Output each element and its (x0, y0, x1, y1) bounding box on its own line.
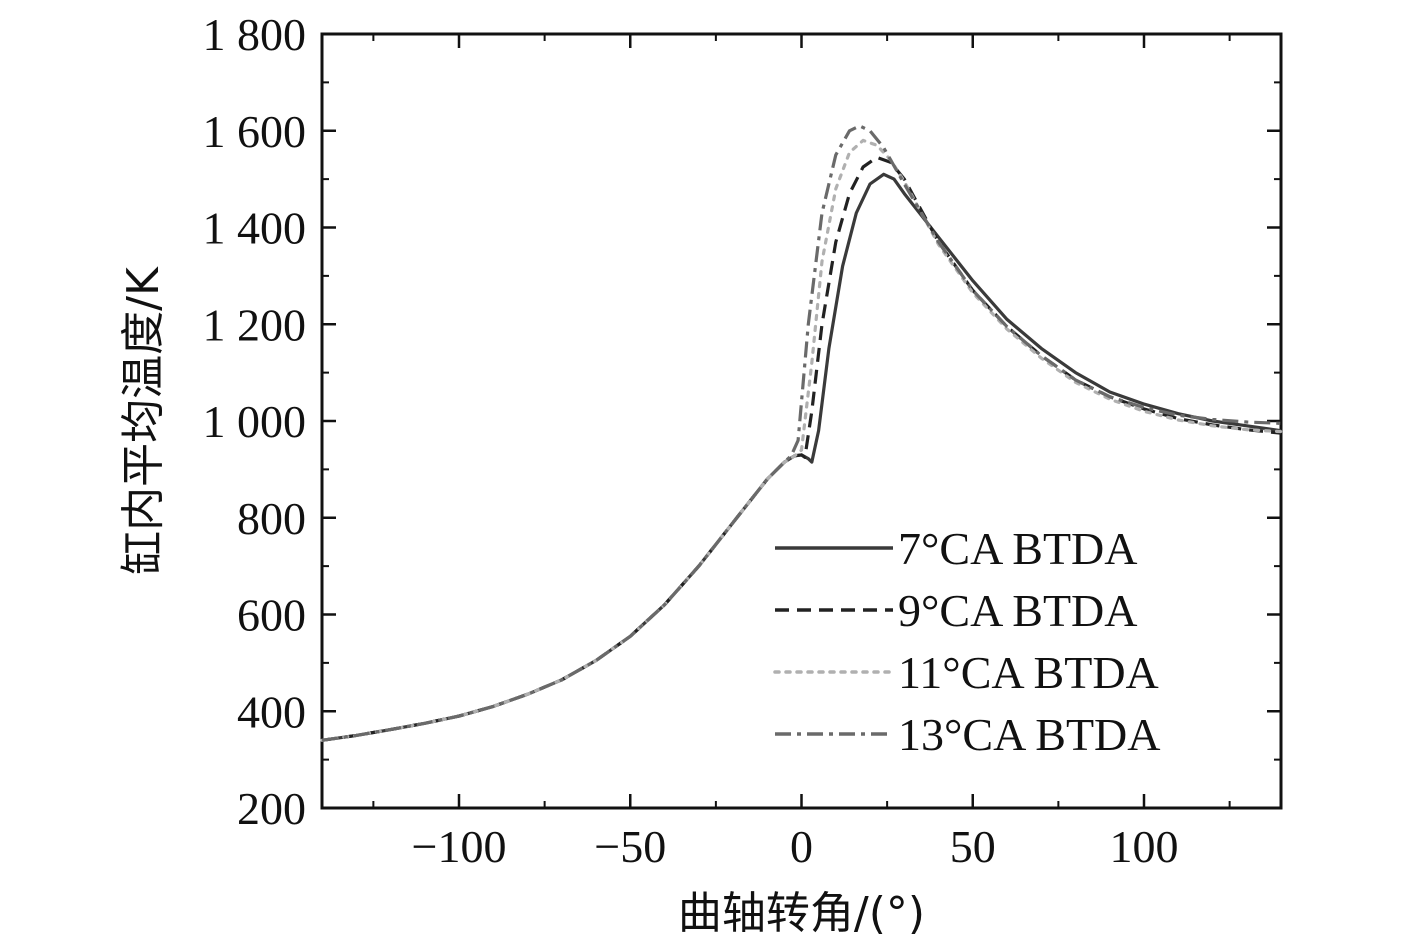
legend: 7°CA BTDA 9°CA BTDA 11°CA BTDA 13°CA BTDA (773, 523, 1160, 760)
x-tick-label: 50 (950, 821, 996, 872)
series-group (320, 124, 1283, 742)
y-tick-label: 1 200 (203, 299, 307, 350)
x-axis-title: 曲轴转角/(°) (678, 888, 925, 939)
x-tick-label: −100 (412, 821, 507, 872)
legend-label-1: 7°CA BTDA (898, 523, 1137, 574)
y-tick-label: 400 (237, 686, 306, 737)
x-tick-label: 0 (790, 821, 813, 872)
y-tick-label: 1 400 (203, 203, 307, 254)
legend-label-4: 13°CA BTDA (898, 709, 1160, 760)
y-tick-label: 800 (237, 493, 306, 544)
legend-label-2: 9°CA BTDA (898, 585, 1137, 636)
ticks-group: −100 −50 0 50 100 200 400 600 800 1 000 1 200 1 400… (203, 9, 1281, 872)
x-tick-label: 100 (1110, 821, 1179, 872)
y-tick-label: 200 (237, 783, 306, 834)
legend-label-3: 11°CA BTDA (898, 647, 1159, 698)
y-tick-label: 1 800 (203, 9, 307, 60)
x-tick-label: −50 (594, 821, 666, 872)
series-line-4 (321, 124, 1282, 742)
y-tick-label: 1 600 (203, 106, 307, 157)
y-tick-label: 600 (237, 590, 306, 641)
y-axis-title: 缸内平均温度/K (118, 266, 169, 575)
y-tick-label: 1 000 (203, 396, 307, 447)
